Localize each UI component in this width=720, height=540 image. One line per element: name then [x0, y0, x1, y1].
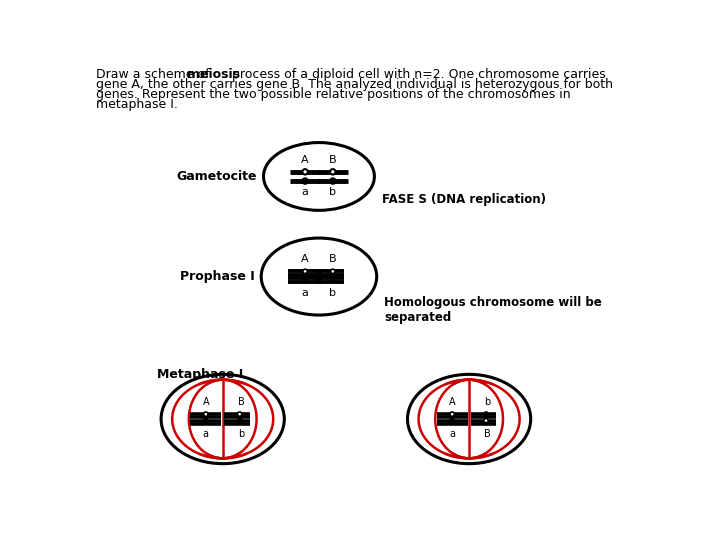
Circle shape	[450, 418, 454, 423]
Circle shape	[330, 269, 335, 273]
Circle shape	[302, 169, 307, 174]
Circle shape	[450, 412, 454, 416]
Text: B: B	[238, 397, 245, 407]
Circle shape	[303, 269, 307, 273]
Text: A: A	[449, 397, 456, 407]
Circle shape	[204, 412, 208, 416]
Text: b: b	[238, 429, 244, 439]
Text: b: b	[329, 288, 336, 298]
Text: Homologous chromosome will be
separated: Homologous chromosome will be separated	[384, 296, 602, 324]
Text: b: b	[329, 187, 336, 197]
Ellipse shape	[408, 374, 531, 464]
Ellipse shape	[261, 238, 377, 315]
Text: a: a	[203, 429, 209, 439]
Text: B: B	[485, 429, 491, 439]
Text: meiosis: meiosis	[187, 68, 240, 81]
Text: Metaphase I: Metaphase I	[157, 368, 243, 381]
Text: a: a	[449, 429, 455, 439]
Circle shape	[484, 412, 488, 416]
Text: A: A	[301, 254, 309, 264]
Circle shape	[484, 418, 488, 423]
Circle shape	[330, 169, 336, 174]
Text: Prophase I: Prophase I	[180, 270, 255, 283]
Text: A: A	[202, 397, 209, 407]
Circle shape	[303, 276, 307, 280]
Text: a: a	[302, 187, 309, 197]
Text: metaphase I.: metaphase I.	[96, 98, 179, 111]
Ellipse shape	[161, 374, 284, 464]
Circle shape	[204, 418, 208, 423]
Circle shape	[302, 178, 307, 184]
Text: gene A, the other carries gene B. The analyzed individual is heterozygous for bo: gene A, the other carries gene B. The an…	[96, 78, 613, 91]
Circle shape	[330, 276, 335, 280]
Text: B: B	[329, 155, 337, 165]
Text: process of a diploid cell with n=2. One chromosome carries: process of a diploid cell with n=2. One …	[228, 68, 606, 81]
Text: b: b	[485, 397, 491, 407]
Text: B: B	[329, 254, 337, 264]
Text: FASE S (DNA replication): FASE S (DNA replication)	[382, 193, 546, 206]
Text: Gametocite: Gametocite	[177, 170, 257, 183]
Text: genes. Represent the two possible relative positions of the chromosomes in: genes. Represent the two possible relati…	[96, 88, 571, 101]
Circle shape	[238, 418, 242, 423]
Ellipse shape	[264, 143, 374, 210]
Circle shape	[238, 412, 242, 416]
Text: a: a	[302, 288, 309, 298]
Text: A: A	[301, 155, 309, 165]
Text: Draw a scheme of: Draw a scheme of	[96, 68, 214, 81]
Circle shape	[330, 178, 336, 184]
